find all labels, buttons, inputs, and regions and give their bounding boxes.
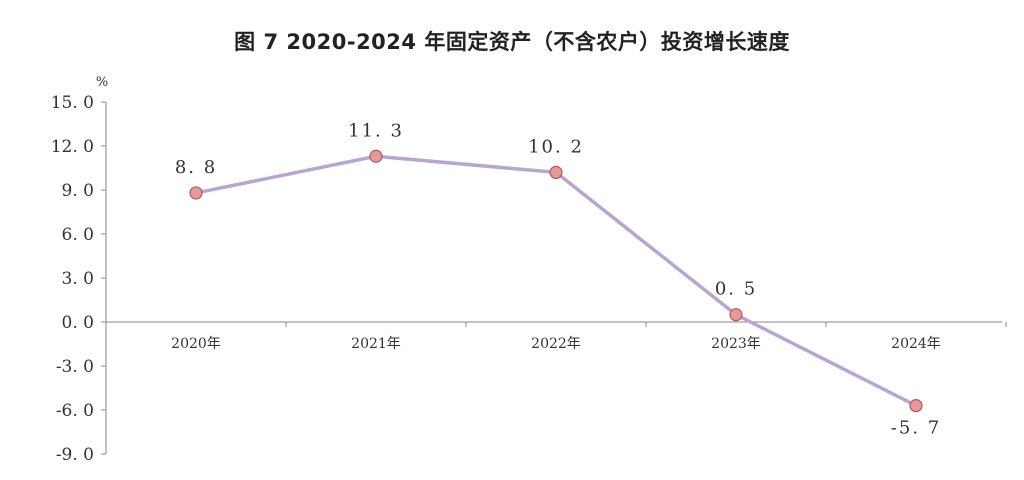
data-point [909, 399, 923, 413]
data-point [729, 308, 743, 322]
data-label: 11. 3 [348, 120, 404, 141]
y-tick-label: 9. 0 [62, 181, 94, 201]
y-tick-label: 12. 0 [51, 137, 94, 157]
chart-title: 图 7 2020-2024 年固定资产（不含农户）投资增长速度 [234, 30, 790, 54]
y-tick-label: 0. 0 [62, 313, 94, 333]
y-tick-label: 15. 0 [51, 93, 94, 113]
x-category-label: 2020年 [171, 336, 221, 352]
data-point [369, 149, 383, 163]
series-line [194, 154, 918, 408]
y-axis-unit-label: % [96, 75, 108, 90]
y-tick-label: -9. 0 [56, 445, 94, 465]
x-category-label: 2021年 [351, 336, 401, 352]
y-tick-label: 6. 0 [62, 225, 94, 245]
y-tick-label: -6. 0 [56, 401, 94, 421]
x-category-label: 2022年 [531, 336, 581, 352]
data-label: 10. 2 [528, 136, 584, 157]
y-tick-label: 3. 0 [62, 269, 94, 289]
data-point [189, 186, 203, 200]
x-category-label: 2024年 [891, 336, 941, 352]
data-label: 8. 8 [175, 157, 217, 178]
data-label: -5. 7 [891, 418, 941, 439]
data-label: 0. 5 [715, 279, 757, 300]
x-category-label: 2023年 [711, 336, 761, 352]
y-tick-label: -3. 0 [56, 357, 94, 377]
data-point [549, 165, 563, 179]
